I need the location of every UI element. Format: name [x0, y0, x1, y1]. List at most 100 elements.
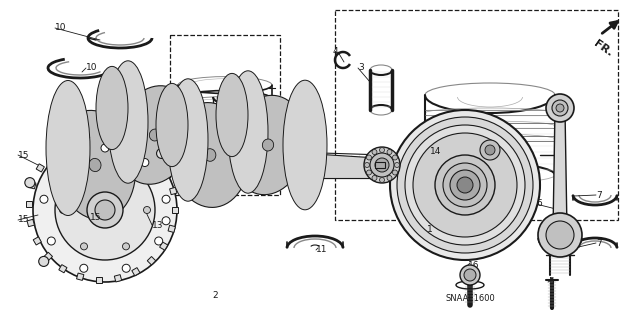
Circle shape [40, 195, 48, 203]
Text: 11: 11 [316, 246, 328, 255]
Circle shape [375, 158, 389, 172]
Circle shape [122, 170, 129, 177]
Text: 1: 1 [427, 226, 433, 234]
Circle shape [372, 175, 377, 181]
Circle shape [387, 175, 392, 181]
Bar [172, 207, 178, 213]
Circle shape [157, 148, 166, 159]
Circle shape [435, 155, 495, 215]
Text: SNAAE1600: SNAAE1600 [445, 294, 495, 303]
Circle shape [143, 206, 150, 213]
Circle shape [25, 178, 35, 188]
Ellipse shape [96, 66, 128, 150]
Text: 3: 3 [358, 63, 364, 72]
Text: 10: 10 [86, 63, 97, 72]
Bar [27, 219, 35, 227]
Bar [77, 273, 84, 280]
Text: 16: 16 [468, 261, 479, 270]
Text: 15: 15 [18, 216, 29, 225]
Text: 4: 4 [332, 48, 338, 56]
Circle shape [155, 237, 163, 245]
Text: 8: 8 [233, 93, 239, 102]
Text: 15: 15 [90, 213, 102, 222]
Ellipse shape [230, 95, 306, 195]
Circle shape [365, 162, 369, 167]
Circle shape [87, 192, 123, 228]
Bar [132, 268, 140, 276]
Polygon shape [290, 152, 385, 178]
Bar [120, 134, 127, 141]
Circle shape [81, 243, 88, 250]
Circle shape [33, 138, 177, 282]
Circle shape [55, 160, 155, 260]
Circle shape [95, 200, 115, 220]
Circle shape [387, 150, 392, 154]
Text: 2: 2 [212, 291, 218, 300]
Text: 14: 14 [430, 147, 442, 157]
Circle shape [443, 163, 487, 207]
Bar [168, 225, 175, 233]
Ellipse shape [108, 61, 148, 183]
Ellipse shape [156, 83, 188, 167]
Bar [152, 153, 160, 162]
Bar [96, 277, 102, 283]
Circle shape [552, 100, 568, 116]
Text: 17: 17 [325, 164, 337, 173]
Ellipse shape [46, 80, 90, 216]
Circle shape [80, 264, 88, 272]
Bar [48, 149, 57, 158]
Circle shape [47, 237, 55, 245]
Text: FR.: FR. [592, 38, 614, 58]
Bar [147, 256, 156, 265]
Ellipse shape [204, 149, 216, 161]
Bar [44, 252, 52, 261]
Circle shape [81, 170, 88, 177]
Bar [163, 169, 171, 177]
Circle shape [141, 159, 149, 167]
Text: 5: 5 [548, 278, 554, 286]
Circle shape [460, 265, 480, 285]
Text: 6: 6 [536, 199, 541, 209]
Circle shape [122, 243, 129, 250]
Circle shape [367, 170, 371, 175]
Circle shape [546, 94, 574, 122]
Ellipse shape [89, 159, 101, 172]
Text: 12: 12 [380, 175, 392, 184]
Circle shape [380, 177, 385, 182]
Circle shape [364, 147, 400, 183]
Text: 7: 7 [596, 239, 602, 248]
Circle shape [485, 145, 495, 155]
Text: 13: 13 [152, 220, 163, 229]
Circle shape [60, 206, 67, 213]
Bar [375, 162, 385, 168]
Ellipse shape [168, 79, 208, 201]
Text: 4: 4 [459, 170, 465, 180]
Circle shape [38, 256, 49, 266]
Ellipse shape [262, 139, 274, 151]
Bar [26, 201, 32, 207]
Text: 10: 10 [55, 24, 67, 33]
Ellipse shape [54, 110, 136, 219]
Circle shape [392, 170, 397, 175]
Circle shape [380, 147, 385, 152]
Circle shape [397, 117, 533, 253]
Bar [170, 35, 280, 195]
Bar [29, 182, 36, 189]
Circle shape [101, 144, 109, 152]
Ellipse shape [228, 71, 268, 193]
Circle shape [480, 140, 500, 160]
Circle shape [556, 104, 564, 112]
Ellipse shape [216, 73, 248, 157]
Text: 9: 9 [291, 115, 297, 123]
Ellipse shape [149, 129, 161, 141]
Ellipse shape [171, 103, 249, 207]
Bar [159, 242, 168, 250]
Circle shape [390, 110, 540, 260]
Circle shape [464, 269, 476, 281]
Polygon shape [553, 110, 567, 230]
Ellipse shape [116, 86, 193, 184]
Bar [83, 132, 90, 139]
Circle shape [162, 217, 170, 225]
Circle shape [61, 159, 69, 167]
Circle shape [372, 150, 377, 154]
